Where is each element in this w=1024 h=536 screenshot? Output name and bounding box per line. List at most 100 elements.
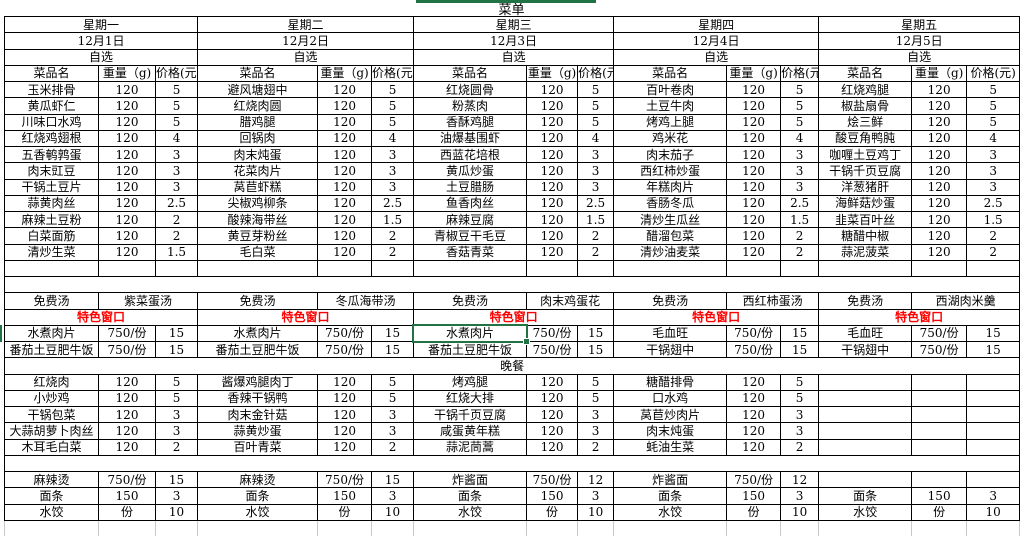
dish-name-cell[interactable]: 川味口水鸡 bbox=[4, 113, 99, 131]
dinner-name-cell[interactable]: 百叶青菜 bbox=[197, 438, 319, 456]
dinner-price-cell[interactable]: 3 bbox=[371, 422, 415, 440]
noodle-name-cell[interactable]: 面条 bbox=[818, 487, 913, 505]
weight-header[interactable]: 重量（g) bbox=[726, 64, 782, 83]
dinner-weight-cell[interactable]: 120 bbox=[526, 438, 579, 456]
dish-price-cell[interactable]: 3 bbox=[371, 178, 415, 196]
date-cell[interactable]: 12月4日 bbox=[613, 32, 820, 50]
dish-weight-cell[interactable]: 120 bbox=[98, 210, 156, 229]
dish-name-cell[interactable]: 肉末茄子 bbox=[613, 145, 728, 164]
dinner-weight-cell[interactable] bbox=[911, 389, 968, 408]
dish-weight-cell[interactable]: 120 bbox=[317, 80, 373, 99]
empty-cell[interactable] bbox=[613, 519, 728, 536]
special-dish-name-cell[interactable]: 干锅翅中 bbox=[613, 340, 728, 359]
dish-name-cell[interactable]: 海鲜菇炒蛋 bbox=[818, 194, 913, 213]
special-dish-price-cell[interactable]: 15 bbox=[371, 324, 415, 343]
empty-cell[interactable] bbox=[317, 259, 373, 278]
dish-price-cell[interactable]: 5 bbox=[780, 113, 820, 131]
special-dish-price-cell[interactable]: 15 bbox=[577, 324, 615, 343]
dinner-weight-cell[interactable] bbox=[911, 373, 968, 391]
noodle-name-cell[interactable]: 水饺 bbox=[4, 503, 99, 521]
dish-name-cell[interactable]: 麻辣土豆粉 bbox=[4, 210, 99, 229]
special-dish-price-cell[interactable]: 15 bbox=[966, 340, 1021, 359]
dish-weight-cell[interactable]: 120 bbox=[317, 162, 373, 180]
soup-label-cell[interactable]: 免费汤 bbox=[613, 292, 728, 310]
week-header[interactable]: 星期二 bbox=[197, 15, 415, 34]
dish-name-cell[interactable]: 黄瓜炒蛋 bbox=[413, 162, 528, 180]
noodle-name-cell[interactable]: 炸酱面 bbox=[613, 470, 728, 489]
dish-weight-cell[interactable]: 120 bbox=[526, 194, 579, 213]
dish-name-cell[interactable]: 土豆腊肠 bbox=[413, 178, 528, 196]
dinner-name-cell[interactable] bbox=[818, 422, 913, 440]
dish-name-cell[interactable]: 肉末炖蛋 bbox=[197, 145, 319, 164]
empty-cell[interactable] bbox=[818, 519, 913, 536]
dish-name-cell[interactable]: 烤鸡上腿 bbox=[613, 113, 728, 131]
dish-price-cell[interactable]: 5 bbox=[371, 80, 415, 99]
dish-name-cell[interactable]: 红烧肉圆 bbox=[197, 97, 319, 115]
dish-weight-cell[interactable]: 120 bbox=[911, 129, 968, 148]
dinner-name-cell[interactable]: 干锅千页豆腐 bbox=[413, 405, 528, 424]
dish-price-cell[interactable]: 5 bbox=[371, 97, 415, 115]
dish-price-cell[interactable]: 5 bbox=[966, 113, 1021, 131]
empty-cell[interactable] bbox=[154, 259, 199, 278]
dish-price-cell[interactable]: 2 bbox=[154, 227, 199, 245]
dinner-price-cell[interactable]: 5 bbox=[780, 373, 820, 391]
special-dish-name-cell[interactable]: 毛血旺 bbox=[613, 324, 728, 343]
dish-price-cell[interactable]: 5 bbox=[154, 80, 199, 99]
special-dish-name-cell[interactable]: 水煮肉片 bbox=[197, 324, 319, 343]
dinner-weight-cell[interactable]: 120 bbox=[526, 373, 579, 391]
dish-price-cell[interactable]: 3 bbox=[154, 162, 199, 180]
dinner-name-cell[interactable]: 蒜泥茼蒿 bbox=[413, 438, 528, 456]
soup-label-cell[interactable]: 免费汤 bbox=[197, 292, 319, 310]
dish-name-cell[interactable]: 粉蒸肉 bbox=[413, 97, 528, 115]
dish-price-cell[interactable]: 4 bbox=[966, 129, 1021, 148]
special-dish-name-cell[interactable]: 水煮肉片 bbox=[4, 324, 99, 343]
dinner-name-cell[interactable]: 木耳毛白菜 bbox=[4, 438, 99, 456]
noodle-name-cell[interactable]: 面条 bbox=[413, 487, 528, 505]
special-dish-name-cell[interactable]: 水煮肉片 bbox=[413, 324, 528, 343]
noodle-price-cell[interactable]: 10 bbox=[780, 503, 820, 521]
special-dish-name-cell[interactable]: 番茄土豆肥牛饭 bbox=[4, 340, 99, 359]
dinner-name-cell[interactable] bbox=[818, 438, 913, 456]
noodle-price-cell[interactable]: 12 bbox=[780, 470, 820, 489]
dish-name-cell[interactable]: 咖喱土豆鸡丁 bbox=[818, 145, 913, 164]
dinner-weight-cell[interactable]: 120 bbox=[726, 405, 782, 424]
dish-name-cell[interactable]: 黄瓜虾仁 bbox=[4, 97, 99, 115]
dish-price-cell[interactable]: 2.5 bbox=[780, 194, 820, 213]
soup-label-cell[interactable]: 免费汤 bbox=[4, 292, 99, 310]
dish-weight-cell[interactable]: 120 bbox=[98, 243, 156, 261]
dish-weight-cell[interactable]: 120 bbox=[317, 145, 373, 164]
dish-weight-cell[interactable]: 120 bbox=[98, 178, 156, 196]
dish-weight-cell[interactable]: 120 bbox=[911, 113, 968, 131]
dish-name-cell[interactable]: 鱼香肉丝 bbox=[413, 194, 528, 213]
dish-weight-cell[interactable]: 120 bbox=[526, 210, 579, 229]
empty-cell[interactable] bbox=[413, 519, 528, 536]
dish-name-cell[interactable]: 黄豆芽粉丝 bbox=[197, 227, 319, 245]
dish-price-cell[interactable]: 4 bbox=[154, 129, 199, 148]
empty-cell[interactable] bbox=[818, 259, 913, 278]
dinner-weight-cell[interactable] bbox=[911, 405, 968, 424]
dish-name-cell[interactable]: 回锅肉 bbox=[197, 129, 319, 148]
dish-name-cell[interactable]: 油爆基围虾 bbox=[413, 129, 528, 148]
dish-weight-cell[interactable]: 120 bbox=[726, 243, 782, 261]
dish-price-cell[interactable]: 5 bbox=[966, 80, 1021, 99]
dinner-weight-cell[interactable]: 120 bbox=[726, 438, 782, 456]
empty-cell[interactable] bbox=[726, 259, 782, 278]
dish-name-header[interactable]: 菜品名 bbox=[413, 64, 528, 83]
dish-weight-cell[interactable]: 120 bbox=[317, 129, 373, 148]
dish-price-cell[interactable]: 5 bbox=[780, 97, 820, 115]
dish-weight-cell[interactable]: 120 bbox=[526, 80, 579, 99]
dish-price-cell[interactable]: 3 bbox=[154, 178, 199, 196]
dish-weight-cell[interactable]: 120 bbox=[911, 243, 968, 261]
dinner-weight-cell[interactable]: 120 bbox=[98, 389, 156, 408]
special-dish-name-cell[interactable]: 番茄土豆肥牛饭 bbox=[413, 340, 528, 359]
special-window-banner[interactable]: 特色窗口 bbox=[818, 308, 1021, 326]
dish-name-cell[interactable]: 五香鹌鹑蛋 bbox=[4, 145, 99, 164]
dinner-weight-cell[interactable]: 120 bbox=[317, 438, 373, 456]
dish-name-cell[interactable]: 香菇青菜 bbox=[413, 243, 528, 261]
empty-cell[interactable] bbox=[4, 259, 99, 278]
dish-price-cell[interactable]: 3 bbox=[966, 178, 1021, 196]
dinner-name-cell[interactable]: 大蒜胡萝卜肉丝 bbox=[4, 422, 99, 440]
dish-name-cell[interactable]: 青椒豆干毛豆 bbox=[413, 227, 528, 245]
dish-weight-cell[interactable]: 120 bbox=[911, 145, 968, 164]
menu-title[interactable]: 菜单 bbox=[4, 0, 1019, 18]
